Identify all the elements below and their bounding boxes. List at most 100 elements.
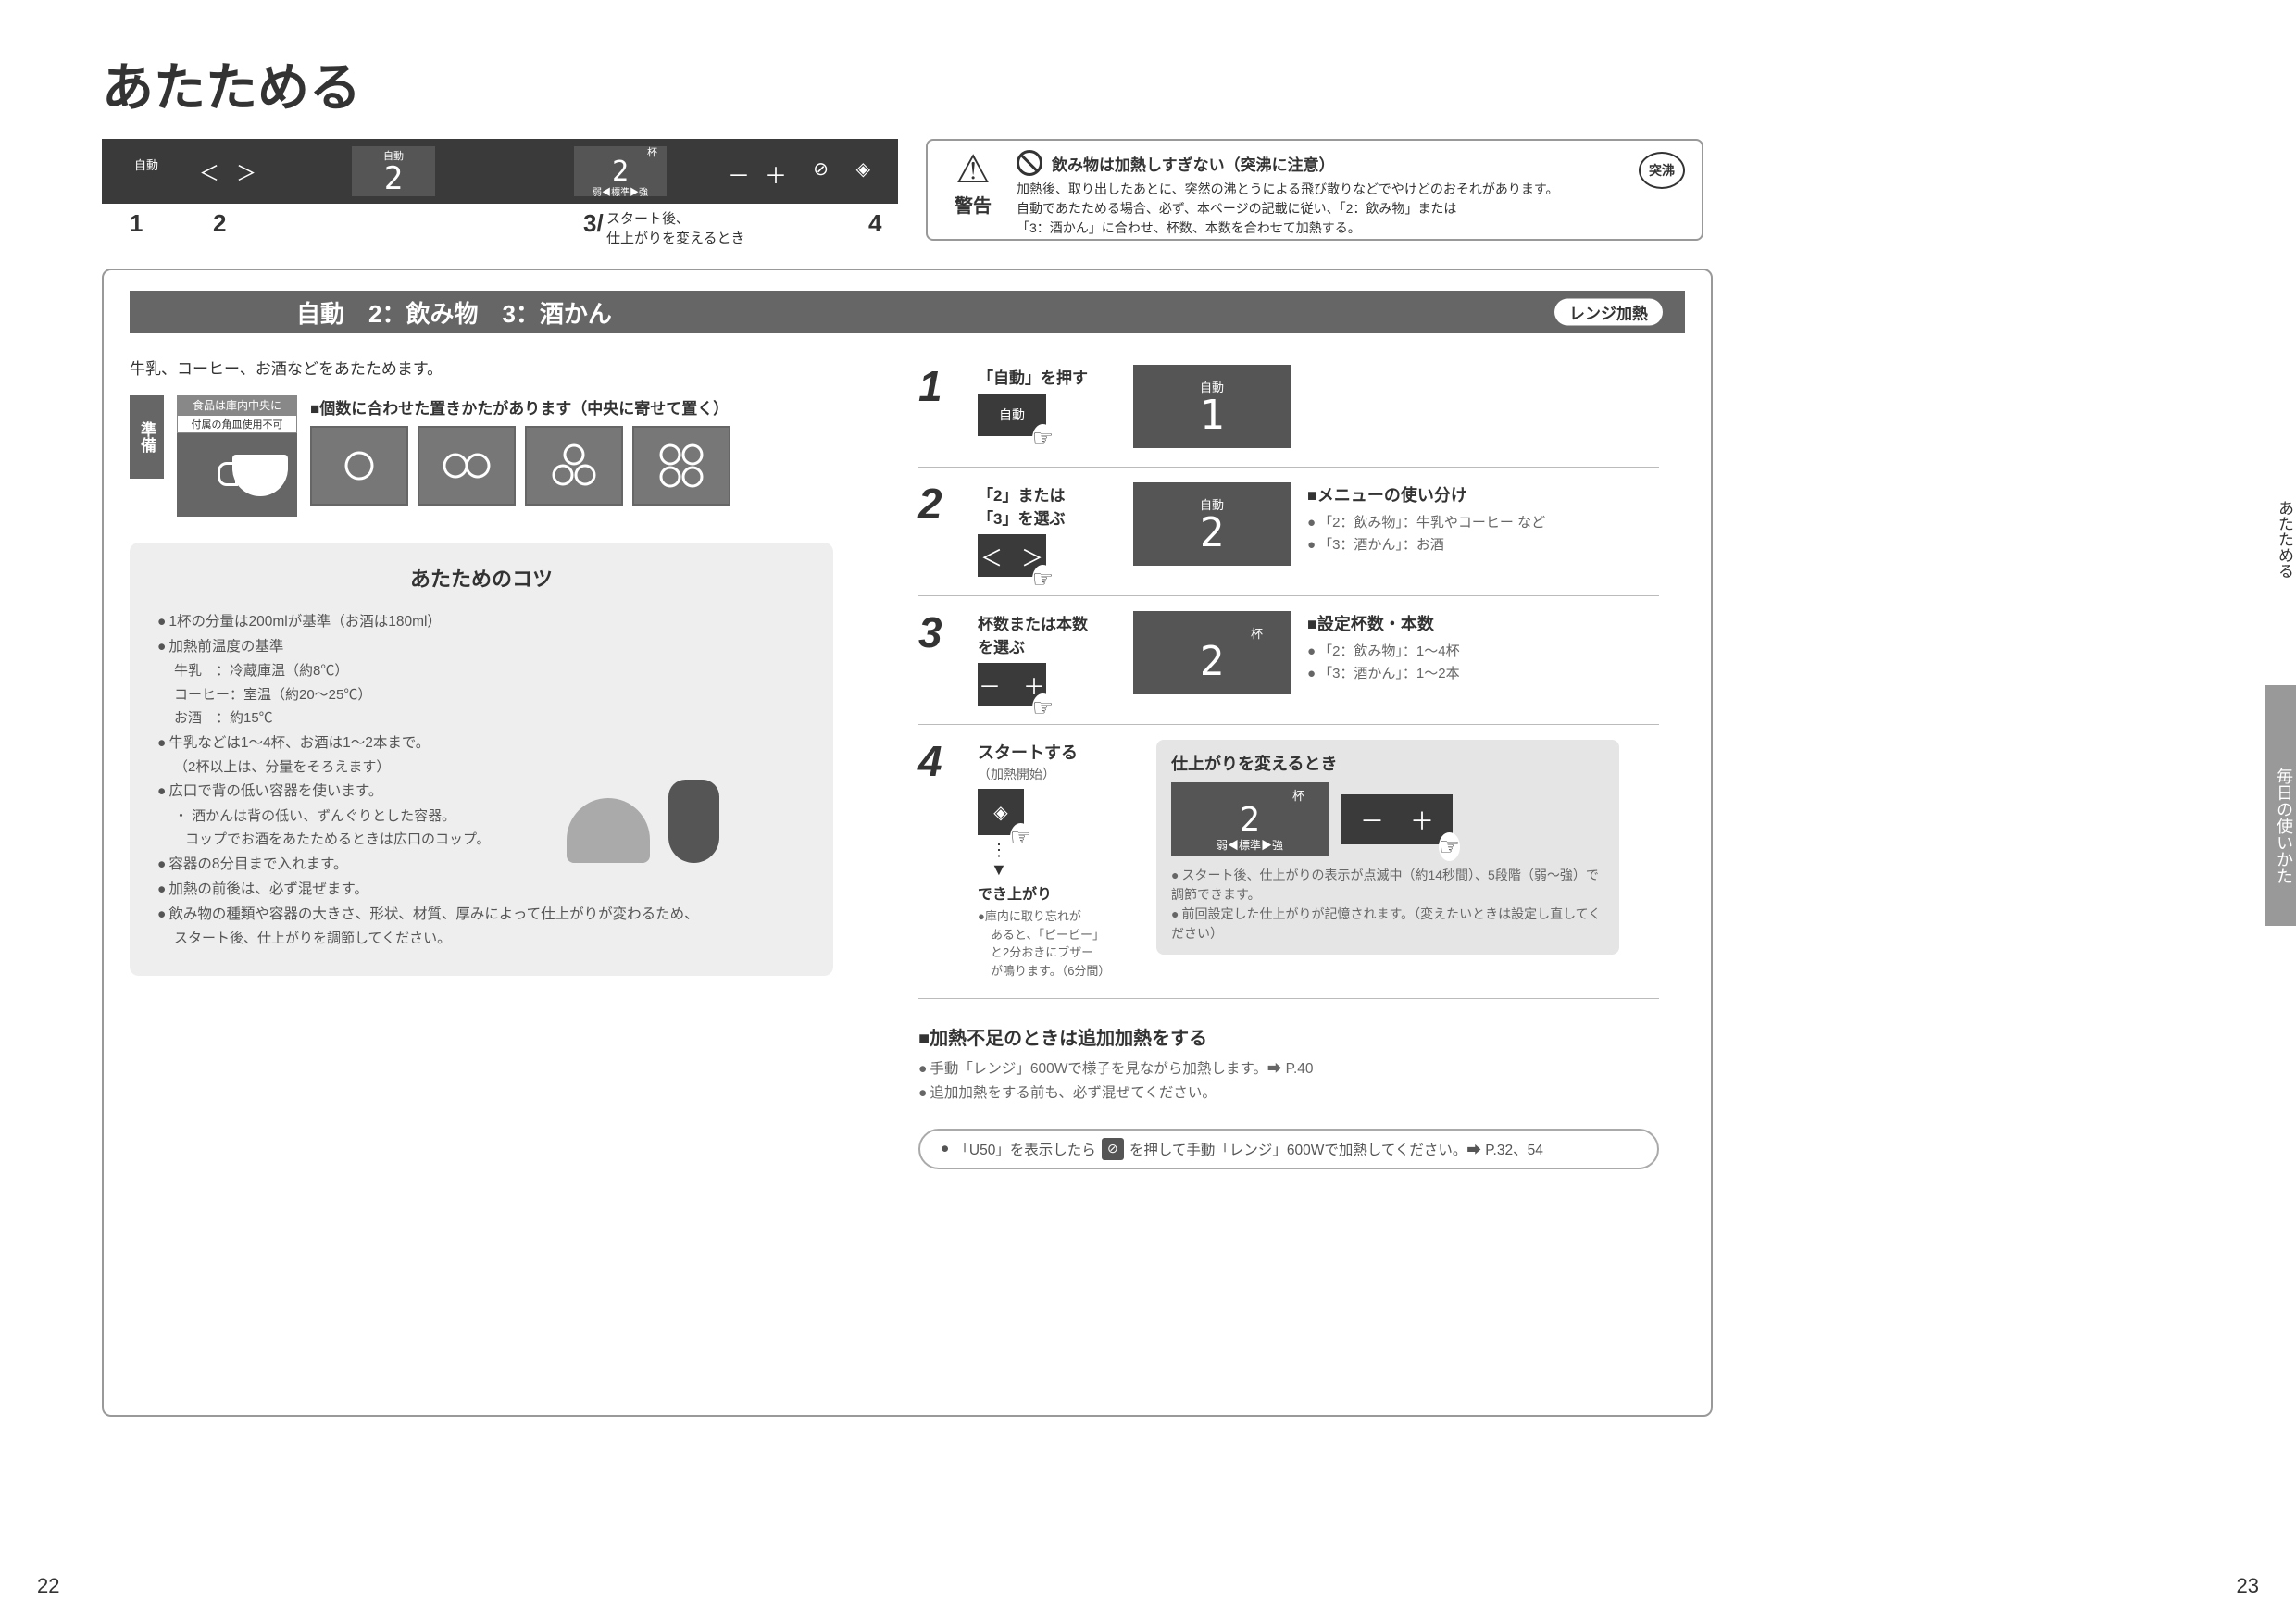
warning-label: 警告 xyxy=(941,191,1005,218)
step-1-num: 1 xyxy=(918,365,963,407)
step-2-side: ■メニューの使い分け 「2：飲み物」：牛乳やコーヒー など 「3：酒かん」：お酒 xyxy=(1307,482,1557,556)
cp-num-3: 3/ xyxy=(583,209,604,238)
main-content-box: 自動 2：飲み物 3：酒かん レンジ加熱 牛乳、コーヒー、お酒などをあたためます… xyxy=(102,269,1713,1417)
additional-heating: ■加熱不足のときは追加加熱をする 手動「レンジ」600Wで様子を見ながら加熱しま… xyxy=(918,1023,1659,1106)
step-1-disp-digit: 1 xyxy=(1200,395,1225,436)
tips-sub-2c: お酒 ：約15℃ xyxy=(174,706,805,731)
done-sub-d: が鳴ります。（6分間） xyxy=(991,964,1110,978)
step-4-text-a: スタートする xyxy=(978,743,1078,762)
step-2-num: 2 xyxy=(918,482,963,525)
tips-li-7: 飲み物の種類や容器の大きさ、形状、材質、厚みによって仕上がりが変わるため、 xyxy=(157,902,805,927)
finish-notes: スタート後、仕上がりの表示が点滅中（約14秒間）、5段階（弱～強）で調節できます… xyxy=(1171,866,1604,943)
auto-button-icon: 自動 ☞ xyxy=(978,394,1046,436)
step-4-done: でき上がり xyxy=(978,881,1130,904)
warning-triangle-icon: ⚠ xyxy=(941,150,1005,189)
step-4-text-b: （加熱開始） xyxy=(978,767,1055,781)
step-1: 1 「自動」を押す 自動 ☞ 自動 1 xyxy=(918,350,1659,468)
finish-disp-sub: 弱◀標準▶強 xyxy=(1217,837,1283,853)
cp-disp2-label: 杯 xyxy=(647,144,657,159)
arrows-button-icon: ＜ ＞ ☞ xyxy=(978,534,1046,577)
step-2-text-a: 「2」または xyxy=(978,487,1065,505)
prep-image xyxy=(177,433,297,517)
step-3-side-title: ■設定杯数・本数 xyxy=(1307,611,1557,635)
prep-caption: 食品は庫内中央に xyxy=(177,395,297,415)
prep-image-box: 食品は庫内中央に 付属の角皿使用不可 xyxy=(177,395,297,517)
warning-line-3: 「3：酒かん」に合わせ、杯数、本数を合わせて加熱する。 xyxy=(1017,219,1689,238)
cp-num-1: 1 xyxy=(130,209,143,238)
minus-icon: － xyxy=(728,157,750,190)
steps-column: 1 「自動」を押す 自動 ☞ 自動 1 2 「2」または xyxy=(918,350,1659,1169)
left-arrow-icon: ＜ xyxy=(980,540,1003,572)
warning-lines: 加熱後、取り出したあとに、突然の沸とうによる飛び散りなどでやけどのおそれがありま… xyxy=(1017,180,1689,238)
cp-num-4: 4 xyxy=(868,209,881,238)
warning-line-2: 自動であたためる場合、必ず、本ページの記載に従い、「2：飲み物」または xyxy=(1017,199,1689,219)
cp-num-2: 2 xyxy=(213,209,226,238)
page-number-left: 22 xyxy=(37,1574,59,1598)
finish-disp-label: 杯 xyxy=(1292,786,1304,804)
placement-label: ■個数に合わせた置きかたがあります（中央に寄せて置く） xyxy=(310,395,730,418)
cp-num-3-sub-a: スタート後、 xyxy=(606,211,690,227)
tips-li-6: 加熱の前後は、必ず混ぜます。 xyxy=(157,877,805,902)
step-3-text-b: を選ぶ xyxy=(978,639,1025,656)
page-title: あたためる xyxy=(102,46,361,121)
prep-subcaption: 付属の角皿使用不可 xyxy=(177,415,297,433)
step-3: 3 杯数または本数 を選ぶ － ＋ ☞ 杯 2 ■設定杯数・本数 xyxy=(918,596,1659,725)
cup-illustration-icon xyxy=(567,798,650,863)
finish-pm-button: － ＋ ☞ xyxy=(1341,794,1453,844)
warning-box: ⚠ 警告 飲み物は加熱しすぎない（突沸に注意） 加熱後、取り出したあとに、突然の… xyxy=(926,139,1703,241)
hand-icon: ☞ xyxy=(1032,693,1054,722)
u50-suffix: を押して手動「レンジ」600Wで加熱してください。➡ P.32、54 xyxy=(1129,1139,1543,1159)
warning-title: 飲み物は加熱しすぎない（突沸に注意） xyxy=(1052,152,1335,175)
minus-icon: － xyxy=(1360,803,1384,837)
placement-1 xyxy=(310,426,408,506)
hand-icon: ☞ xyxy=(1032,565,1054,593)
minus-icon: － xyxy=(979,668,1001,701)
tips-illustration xyxy=(567,752,752,863)
done-sub-b: あると、「ピーピー」 xyxy=(991,928,1104,942)
step-3-disp-label: 杯 xyxy=(1251,624,1263,642)
step-2-side-b: 「3：酒かん」：お酒 xyxy=(1307,534,1557,556)
start-icon: ◈ xyxy=(856,157,870,181)
finish-title: 仕上がりを変えるとき xyxy=(1171,751,1604,775)
finish-note-a: スタート後、仕上がりの表示が点滅中（約14秒間）、5段階（弱～強）で調節できます… xyxy=(1171,866,1604,905)
step-4-finish-box: 仕上がりを変えるとき 杯 2 弱◀標準▶強 － ＋ ☞ xyxy=(1156,740,1619,955)
u50-note: ●「U50」を表示したら ⊘ を押して手動「レンジ」600Wで加熱してください。… xyxy=(918,1129,1659,1169)
step-1-text: 「自動」を押す 自動 ☞ xyxy=(978,365,1117,436)
cp-disp1-digit: 2 xyxy=(384,163,403,194)
page-number-right: 23 xyxy=(2237,1574,2259,1598)
start-button-icon: ◈ ☞ xyxy=(978,789,1024,835)
step-2-text-b: 「3」を選ぶ xyxy=(978,510,1065,528)
cp-disp2-sub: 弱◀標準▶強 xyxy=(593,184,648,198)
done-sub-c: と2分おきにブザー xyxy=(991,945,1093,959)
cp-auto-label: 自動 xyxy=(134,156,158,173)
addheat-li-2: 追加加熱をする前も、必ず混ぜてください。 xyxy=(918,1081,1659,1106)
cp-disp2-digit: 2 xyxy=(612,159,629,184)
step-4-num: 4 xyxy=(918,740,963,782)
cp-prev-icon: ＜ xyxy=(199,157,219,187)
hand-icon: ☞ xyxy=(1010,823,1031,852)
tips-li-2: 加熱前温度の基準 xyxy=(157,634,805,659)
cup-icon xyxy=(232,455,288,496)
step-2: 2 「2」または 「3」を選ぶ ＜ ＞ ☞ 自動 2 ■メニューの使い分け xyxy=(918,468,1659,596)
stop-icon: ⊘ xyxy=(813,157,829,181)
tips-sub-2a: 牛乳 ：冷蔵庫温（約8℃） xyxy=(174,659,805,683)
warning-line-1: 加熱後、取り出したあとに、突然の沸とうによる飛び散りなどでやけどのおそれがありま… xyxy=(1017,180,1689,199)
addheat-li-1: 手動「レンジ」600Wで様子を見ながら加熱します。➡ P.40 xyxy=(918,1057,1659,1081)
tips-title: あたためのコツ xyxy=(157,563,805,593)
cp-num-3-sub-b: 仕上がりを変えるとき xyxy=(606,231,745,246)
step-3-display: 杯 2 xyxy=(1133,611,1291,694)
step-3-side-b: 「3：酒かん」：1～2本 xyxy=(1307,663,1557,685)
placement-row xyxy=(310,426,730,506)
step-2-side-title: ■メニューの使い分け xyxy=(1307,482,1557,506)
tips-box: あたためのコツ 1杯の分量は200mlが基準（お酒は180ml） 加熱前温度の基… xyxy=(130,543,833,976)
warning-icon-column: ⚠ 警告 xyxy=(941,150,1005,218)
bottle-illustration-icon xyxy=(668,780,719,863)
step-3-text: 杯数または本数 を選ぶ － ＋ ☞ xyxy=(978,611,1117,706)
addheat-title: ■加熱不足のときは追加加熱をする xyxy=(918,1023,1659,1050)
plus-minus-button-icon: － ＋ ☞ xyxy=(978,663,1046,706)
prohibit-icon xyxy=(1017,150,1042,176)
control-panel: 自動 ＜ ＞ 自動 2 杯 2 弱◀標準▶強 － ＋ ⊘ ◈ xyxy=(102,139,898,204)
mode-title: 自動 2：飲み物 3：酒かん xyxy=(296,295,612,330)
plus-icon: ＋ xyxy=(765,157,787,190)
placement-4 xyxy=(632,426,730,506)
